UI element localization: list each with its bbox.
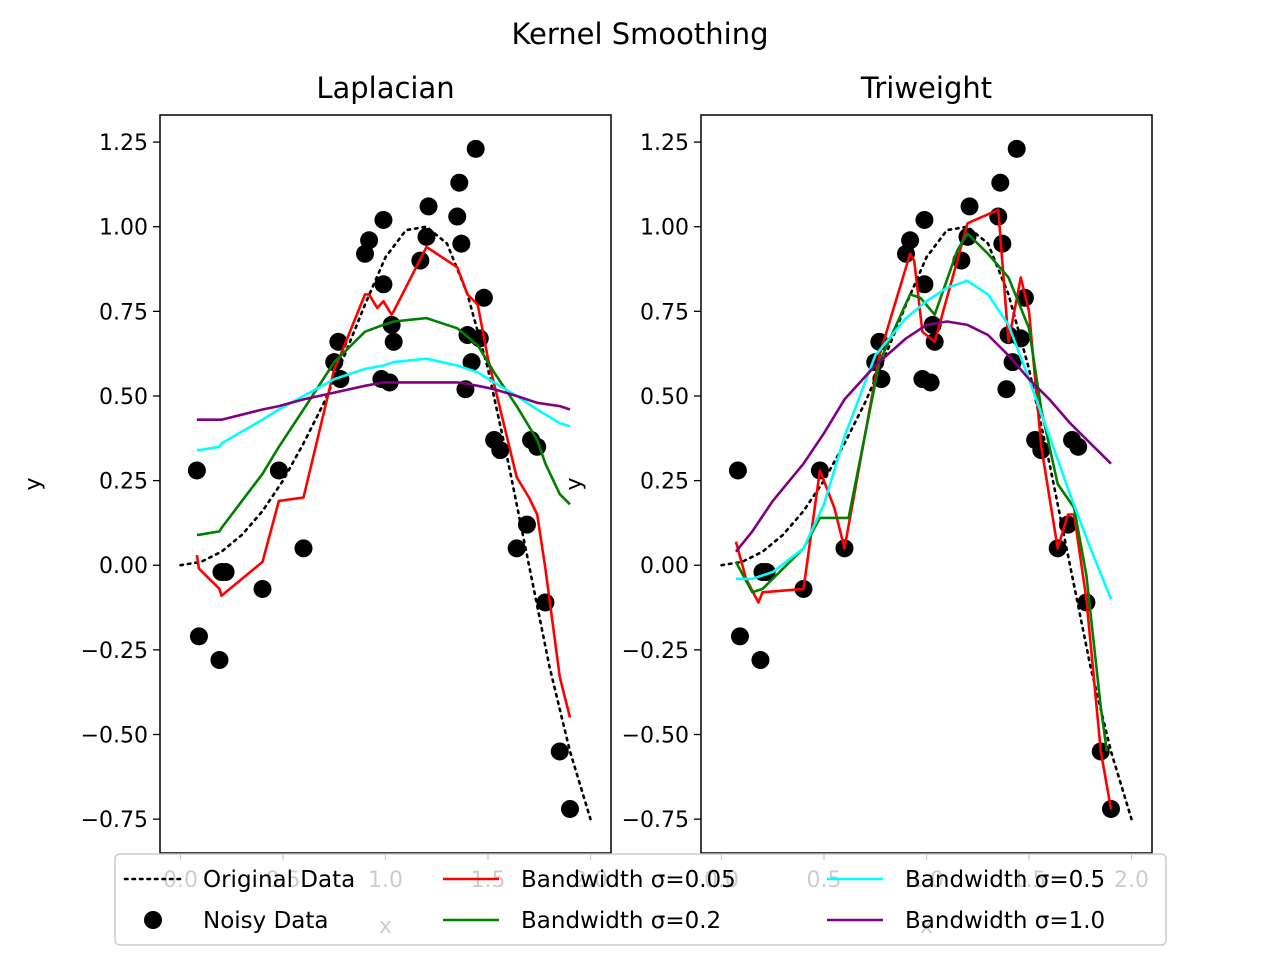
noisy-data-point (189, 627, 208, 646)
noisy-data-point (915, 210, 934, 229)
noisy-data-point (294, 539, 313, 558)
y-tick-label: 0.75 (640, 300, 689, 325)
series-line-4 (734, 320, 1112, 553)
noisy-data-point (374, 275, 393, 294)
y-tick-label: 0.25 (640, 470, 689, 495)
legend-label: Bandwidth σ=1.0 (905, 908, 1105, 934)
y-tick-label: −0.50 (622, 724, 689, 749)
legend: Original Data Noisy Data Bandwidth σ=0.05 B… (114, 853, 1167, 946)
y-tick-label: 0.50 (640, 385, 689, 410)
noisy-data-point (517, 515, 536, 534)
noisy-data-point (561, 799, 579, 818)
noisy-data-point (448, 207, 467, 226)
noisy-data-point (897, 244, 915, 263)
y-tick-label: −0.75 (81, 808, 148, 833)
y-axis-label: y (562, 477, 587, 490)
y-tick-label: 0.50 (99, 385, 148, 410)
noisy-data-point (466, 139, 485, 158)
noisy-data-point (210, 651, 229, 670)
noisy-data-point (374, 210, 393, 229)
series-line-2 (196, 316, 571, 537)
noisy-data-point (384, 332, 403, 351)
noisy-data-point (450, 173, 469, 192)
figure-title: Kernel Smoothing (511, 17, 768, 51)
noisy-data-point (419, 197, 438, 216)
panel-title: Laplacian (316, 71, 454, 105)
noisy-data-point (187, 461, 206, 480)
y-tick-label: 1.25 (99, 131, 148, 156)
panel-title: Triweight (860, 71, 992, 105)
y-tick-label: 0.75 (99, 300, 148, 325)
noisy-data-point (417, 227, 436, 246)
y-tick-label: −0.75 (622, 808, 689, 833)
legend-label: Bandwidth σ=0.2 (521, 908, 721, 934)
noisy-data-point (901, 231, 920, 250)
y-tick-label: 1.00 (99, 216, 148, 241)
y-tick-label: −0.50 (81, 724, 148, 749)
y-tick-label: 0.00 (99, 554, 148, 579)
noisy-data-point (960, 197, 979, 216)
y-tick-label: 1.00 (640, 216, 689, 241)
y-axis-label: y (21, 477, 46, 490)
noisy-data-point (550, 742, 569, 761)
y-tick-label: 1.25 (640, 131, 689, 156)
noisy-data-point (993, 234, 1012, 253)
noisy-data-point (728, 461, 747, 480)
noisy-data-point (269, 461, 288, 480)
noisy-data-point (216, 563, 235, 582)
noisy-data-point (507, 539, 526, 558)
legend-label: Bandwidth σ=0.5 (905, 867, 1105, 893)
laplacian-panel: Laplacian −0.75 −0.50 −0.25 0.00 0.25 0.50 0.75… (21, 71, 612, 939)
noisy-data-point (356, 244, 374, 263)
noisy-data-point (1069, 437, 1088, 456)
noisy-data-point (730, 627, 749, 646)
series-line-1 (734, 208, 1113, 810)
y-tick-label: −0.25 (622, 639, 689, 664)
series-line-3 (735, 279, 1113, 600)
noisy-data-point (491, 441, 510, 460)
noisy-data-point (452, 234, 471, 253)
noisy-data-point (921, 373, 940, 392)
series-line-4 (196, 381, 571, 422)
y-tick-label: 0.00 (640, 554, 689, 579)
plot-area (179, 139, 592, 821)
legend-label: Original Data (203, 867, 355, 893)
noisy-data-point (915, 275, 934, 294)
legend-label: Noisy Data (203, 908, 329, 934)
y-tick-label: −0.25 (81, 639, 148, 664)
noisy-data-point (360, 231, 379, 250)
triweight-panel: Triweight −0.75 −0.50 −0.25 0.00 0.25 0.50 0.75… (562, 71, 1153, 939)
noisy-data-point (997, 380, 1016, 399)
legend-label: Bandwidth σ=0.05 (521, 867, 736, 893)
noisy-data-point (991, 173, 1010, 192)
legend-marker (144, 911, 162, 929)
plot-area (720, 139, 1133, 821)
noisy-data-point (253, 579, 272, 598)
noisy-data-point (474, 288, 493, 307)
noisy-data-point (462, 353, 481, 372)
noisy-data-point (751, 651, 770, 670)
series-line-1 (195, 245, 572, 718)
noisy-data-point (1007, 139, 1026, 158)
series-line-2 (734, 232, 1109, 752)
legend-box (114, 853, 1167, 946)
y-tick-label: 0.25 (99, 470, 148, 495)
